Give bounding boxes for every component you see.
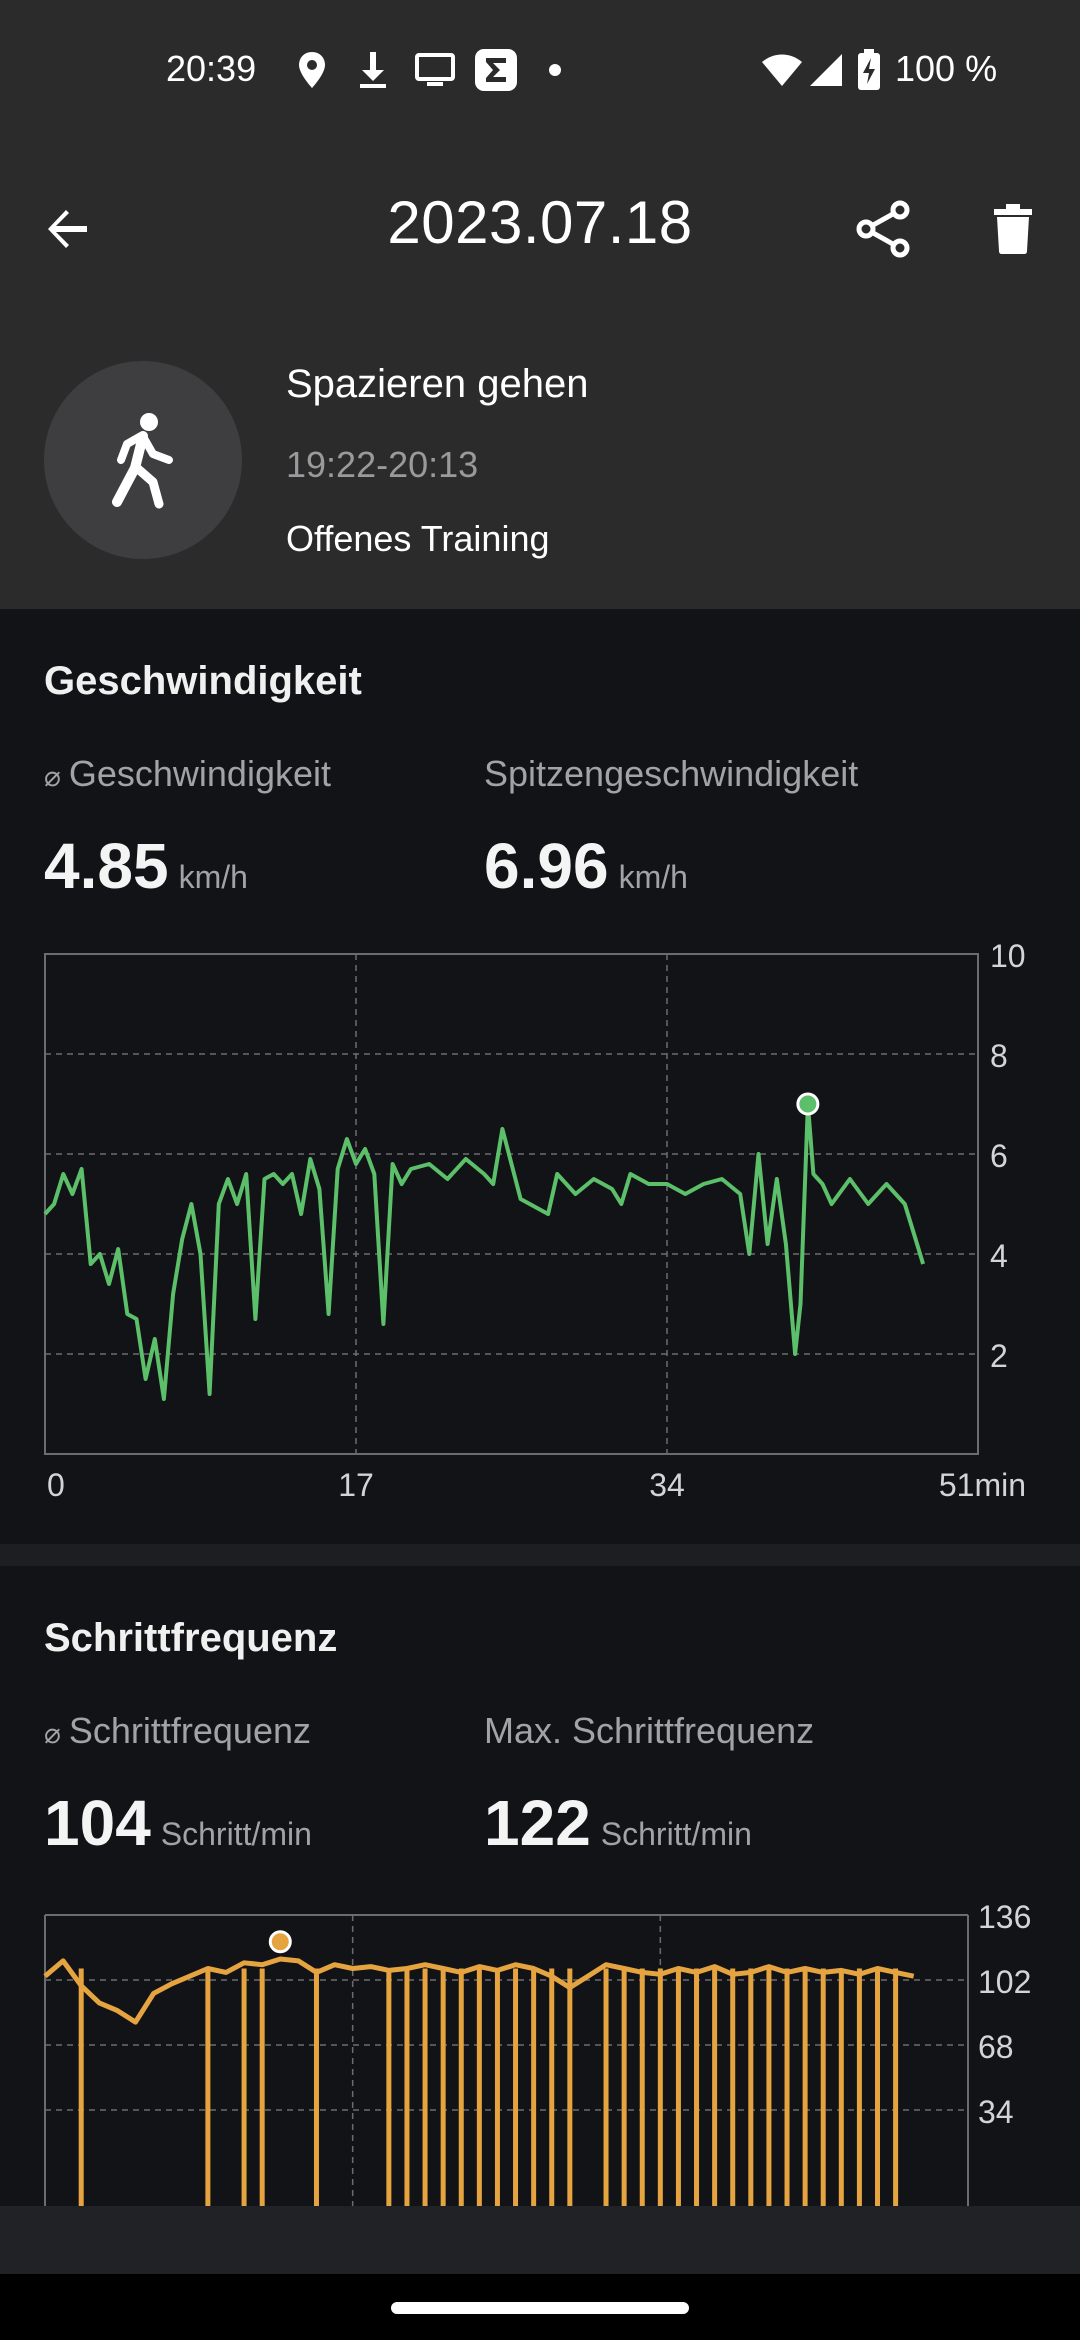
y-tick-label: 68 (978, 2029, 1014, 2065)
status-time: 20:39 (166, 48, 257, 89)
y-tick-label: 102 (978, 1964, 1031, 2000)
avg-speed-number: 4.85 (44, 830, 169, 902)
cast-icon (414, 48, 456, 92)
dot-icon (548, 48, 562, 92)
speed-section: Geschwindigkeit ⌀ Geschwindigkeit 4.85 km/… (0, 609, 1080, 1544)
app-bar: 2023.07.18 (0, 170, 1080, 280)
wifi-icon (760, 48, 804, 92)
avg-speed-unit: km/h (178, 859, 248, 895)
y-tick-label: 34 (978, 2094, 1014, 2130)
x-tick-label: 17 (338, 1467, 374, 1503)
share-icon (856, 200, 910, 258)
bottom-bar (0, 2206, 1080, 2274)
activity-training-type: Offenes Training (286, 518, 550, 559)
avg-cadence-value: 104 Schritt/min (44, 1786, 312, 1860)
speed-section-title: Geschwindigkeit (44, 659, 362, 703)
battery-charging-icon (856, 48, 882, 92)
activity-name: Spazieren gehen (286, 362, 589, 406)
y-tick-label: 2 (990, 1338, 1008, 1374)
share-button[interactable] (846, 192, 920, 266)
x-tick-label: 34 (649, 1467, 685, 1503)
chart-frame (44, 953, 979, 1455)
avg-speed-label-text: Geschwindigkeit (68, 753, 331, 794)
delete-button[interactable] (976, 192, 1050, 266)
avg-cadence-unit: Schritt/min (160, 1816, 312, 1852)
y-tick-label: 10 (990, 938, 1026, 974)
max-cadence-marker (268, 1930, 292, 1954)
max-speed-label: Spitzengeschwindigkeit (484, 753, 859, 794)
trash-icon (994, 204, 1032, 254)
x-tick-label: 0 (47, 1467, 65, 1503)
max-cadence-unit: Schritt/min (600, 1816, 752, 1852)
avg-speed-value: 4.85 km/h (44, 829, 248, 903)
avg-cadence-label-text: Schrittfrequenz (68, 1710, 311, 1751)
cadence-chart: 136 102 68 34 (43, 1899, 1031, 2206)
max-speed-unit: km/h (618, 859, 688, 895)
cadence-section: Schrittfrequenz ⌀ Schrittfrequenz 104 Schr… (0, 1566, 1080, 2206)
max-cadence-label: Max. Schrittfrequenz (484, 1710, 815, 1751)
average-symbol: ⌀ (44, 761, 61, 792)
speed-series-line (43, 1102, 926, 1401)
max-speed-marker (796, 1092, 820, 1116)
activity-icon-circle (44, 361, 242, 559)
status-bar: 20:39 10 (0, 0, 1080, 140)
avg-cadence-label: ⌀ Schrittfrequenz (44, 1710, 311, 1752)
max-speed-number: 6.96 (484, 830, 609, 902)
section-divider (0, 1544, 1080, 1566)
x-tick-label: 51min (939, 1467, 1026, 1503)
average-symbol: ⌀ (44, 1718, 61, 1749)
cadence-series-line (43, 1956, 915, 2025)
avg-speed-label: ⌀ Geschwindigkeit (44, 753, 331, 795)
activity-time-range: 19:22-20:13 (286, 444, 479, 485)
battery-percentage: 100 % (895, 48, 998, 89)
back-button[interactable] (30, 192, 104, 266)
page-title: 2023.07.18 (387, 189, 693, 256)
walking-person-icon (112, 413, 173, 509)
avg-cadence-number: 104 (44, 1787, 151, 1859)
y-tick-label: 136 (978, 1899, 1031, 1935)
signal-icon (808, 48, 844, 92)
download-icon (356, 48, 390, 92)
y-tick-label: 8 (990, 1038, 1008, 1074)
gesture-handle[interactable] (391, 2302, 689, 2314)
max-cadence-value: 122 Schritt/min (484, 1786, 752, 1860)
arrow-left-icon (48, 210, 87, 248)
max-speed-value: 6.96 km/h (484, 829, 688, 903)
y-tick-label: 6 (990, 1138, 1008, 1174)
max-cadence-number: 122 (484, 1787, 591, 1859)
location-icon (296, 48, 328, 92)
speed-chart: 10 8 6 4 2 0 17 34 51min (43, 938, 1026, 1503)
sigma-app-icon (474, 48, 518, 92)
header-area: 20:39 10 (0, 0, 1080, 609)
cadence-section-title: Schrittfrequenz (44, 1616, 338, 1660)
y-tick-label: 4 (990, 1238, 1008, 1274)
